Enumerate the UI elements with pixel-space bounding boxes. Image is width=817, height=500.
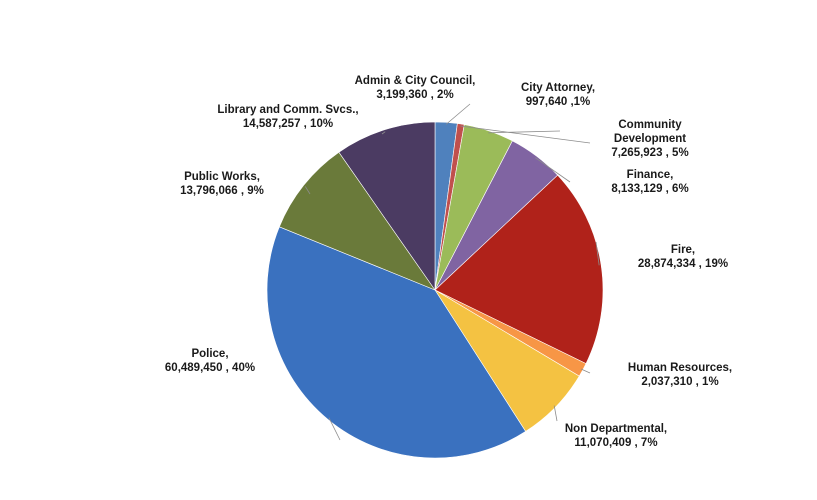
slice-value-label: 14,587,257 , 10% <box>243 118 333 130</box>
slice-name-label: Non Departmental, <box>565 423 667 435</box>
slice-labels: Admin & City Council, 3,199,360 , 2% City … <box>165 75 732 449</box>
slice-name-label: Public Works, <box>184 171 260 183</box>
slice-label: Library and Comm. Svcs., 14,587,257 , 10% <box>217 104 358 130</box>
leader-line <box>304 186 311 195</box>
slice-value-label: 7,265,923 , 5% <box>611 147 688 159</box>
slice-name-label: Finance, <box>627 169 674 181</box>
leader-lines <box>304 103 600 441</box>
slice-label: Community Development 7,265,923 , 5% <box>611 119 688 159</box>
slice-label: City Attorney, 997,640 ,1% <box>521 82 595 108</box>
slice-label: Human Resources, 2,037,310 , 1% <box>628 362 732 388</box>
slice-label: Police, 60,489,450 , 40% <box>165 348 255 374</box>
leader-line <box>488 130 561 134</box>
slice-value-label: 997,640 ,1% <box>526 96 591 108</box>
slice-name-label: Police, <box>191 348 228 360</box>
leader-line <box>445 103 471 125</box>
leader-line <box>328 417 341 441</box>
pie-slice <box>434 174 604 364</box>
slice-value-label: 28,874,334 , 19% <box>638 258 728 270</box>
slice-name-label: Library and Comm. Svcs., <box>217 104 358 116</box>
slice-name-label: Community <box>618 119 682 131</box>
slice-name-label: Admin & City Council, <box>355 75 476 87</box>
slice-name-label: City Attorney, <box>521 82 595 94</box>
pie-slice <box>278 151 436 291</box>
slice-value-label: 8,133,129 , 6% <box>611 183 688 195</box>
slice-name-label: Human Resources, <box>628 362 732 374</box>
leader-line <box>580 368 591 374</box>
slice-value-label: 60,489,450 , 40% <box>165 362 255 374</box>
leader-line <box>535 157 571 183</box>
slice-name-label: Fire, <box>671 244 695 256</box>
slice-name-label: Development <box>614 133 686 145</box>
slice-value-label: 3,199,360 , 2% <box>376 89 453 101</box>
leader-line <box>381 131 386 135</box>
pie-slice <box>338 121 436 291</box>
slice-value-label: 13,796,066 , 9% <box>180 185 264 197</box>
slice-label: Non Departmental, 11,070,409 , 7% <box>565 423 667 449</box>
slice-value-label: 11,070,409 , 7% <box>574 437 657 449</box>
leader-line <box>553 405 558 422</box>
slice-label: Fire, 28,874,334 , 19% <box>638 244 728 270</box>
slice-label: Finance, 8,133,129 , 6% <box>611 169 688 195</box>
slice-value-label: 2,037,310 , 1% <box>641 376 718 388</box>
slice-label: Public Works, 13,796,066 , 9% <box>180 171 264 197</box>
leader-line <box>460 125 591 144</box>
leader-line <box>595 241 600 266</box>
pie-slice <box>266 226 527 459</box>
pie-slices <box>266 121 604 459</box>
slice-label: Admin & City Council, 3,199,360 , 2% <box>355 75 476 101</box>
